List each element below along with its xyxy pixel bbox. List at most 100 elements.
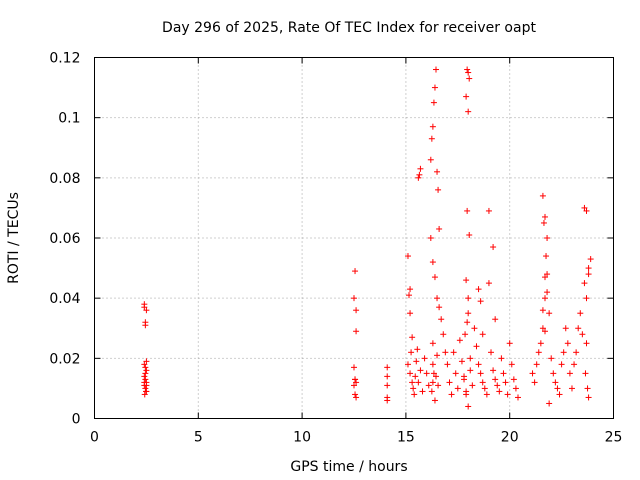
data-point (434, 168, 441, 175)
data-point (462, 331, 469, 338)
data-point (404, 361, 411, 368)
data-point (577, 310, 584, 317)
data-point (502, 379, 509, 386)
data-point (541, 274, 548, 281)
data-point (425, 382, 432, 389)
x-tick-label: 5 (194, 430, 203, 446)
data-point (544, 271, 551, 278)
data-point (412, 373, 419, 380)
data-point (544, 289, 551, 296)
data-point (423, 370, 430, 377)
data-point (429, 123, 436, 130)
data-point (477, 298, 484, 305)
x-tick-label: 0 (90, 430, 99, 446)
data-point (535, 349, 542, 356)
data-point (442, 349, 449, 356)
x-tick-label: 20 (501, 430, 519, 446)
data-point (415, 379, 422, 386)
data-point (498, 355, 505, 362)
data-point (529, 370, 536, 377)
data-point (515, 394, 522, 401)
data-point (427, 156, 434, 163)
data-point (429, 361, 436, 368)
data-point (483, 391, 490, 398)
data-point (142, 376, 149, 383)
data-point (417, 165, 424, 172)
data-point (450, 349, 457, 356)
data-point (465, 403, 472, 410)
data-point (485, 207, 492, 214)
data-point (479, 331, 486, 338)
data-point (544, 235, 551, 241)
data-point (466, 231, 473, 238)
data-point (461, 373, 468, 380)
data-point (540, 219, 547, 226)
data-point (541, 213, 548, 220)
data-point (490, 244, 497, 251)
data-point (428, 135, 435, 142)
data-point (458, 358, 465, 365)
data-point (492, 316, 499, 323)
data-point (582, 370, 589, 377)
data-point (407, 310, 414, 317)
data-point (433, 66, 440, 73)
data-point (431, 397, 438, 404)
data-point (537, 340, 544, 347)
data-point (492, 376, 499, 383)
data-point (414, 346, 421, 353)
data-point (433, 373, 440, 380)
data-point (471, 325, 478, 332)
data-point (430, 99, 437, 106)
data-point (533, 361, 540, 368)
data-point (352, 391, 359, 398)
data-point (428, 388, 435, 395)
data-point (583, 340, 590, 347)
data-point (558, 361, 565, 368)
data-point (353, 328, 360, 335)
data-point (531, 379, 538, 386)
data-point (435, 186, 442, 193)
y-tick-label: 0.08 (49, 171, 80, 187)
data-point (143, 382, 150, 389)
data-point (351, 382, 357, 389)
data-point (552, 379, 559, 386)
data-point (351, 295, 357, 302)
data-point (409, 334, 416, 341)
data-point (141, 304, 148, 311)
data-point (143, 307, 150, 314)
data-point (408, 349, 415, 356)
data-point (512, 385, 519, 392)
data-point (464, 207, 471, 214)
data-point (142, 322, 149, 329)
data-point (434, 352, 441, 359)
data-point (490, 367, 497, 374)
y-tick-label: 0.1 (58, 111, 80, 127)
data-point (429, 340, 436, 347)
chart-title: Day 296 of 2025, Rate Of TEC Index for r… (162, 20, 536, 36)
data-point (475, 361, 482, 368)
data-point (465, 310, 472, 317)
data-point (436, 225, 443, 232)
x-tick-label: 15 (397, 430, 415, 446)
data-point (351, 364, 357, 371)
data-point (581, 280, 588, 287)
data-point (353, 394, 360, 401)
data-point (440, 331, 447, 338)
data-point (431, 274, 438, 281)
data-point (143, 367, 150, 374)
data-point (543, 253, 550, 260)
data-point (353, 307, 360, 314)
data-point (584, 385, 591, 392)
data-point (438, 316, 445, 323)
data-point (550, 370, 557, 377)
data-point (429, 379, 436, 386)
data-point (384, 373, 391, 380)
data-point (456, 337, 463, 344)
data-point (539, 307, 546, 314)
data-point (496, 388, 503, 395)
data-point (475, 286, 482, 293)
data-point (560, 349, 567, 356)
x-axis-title: GPS time / hours (290, 459, 407, 475)
data-point (583, 295, 590, 302)
axis-ticks: 0 5 10 15 20 25 0 0.02 0.04 0.06 0.08 0.1 0.12 (49, 51, 622, 446)
